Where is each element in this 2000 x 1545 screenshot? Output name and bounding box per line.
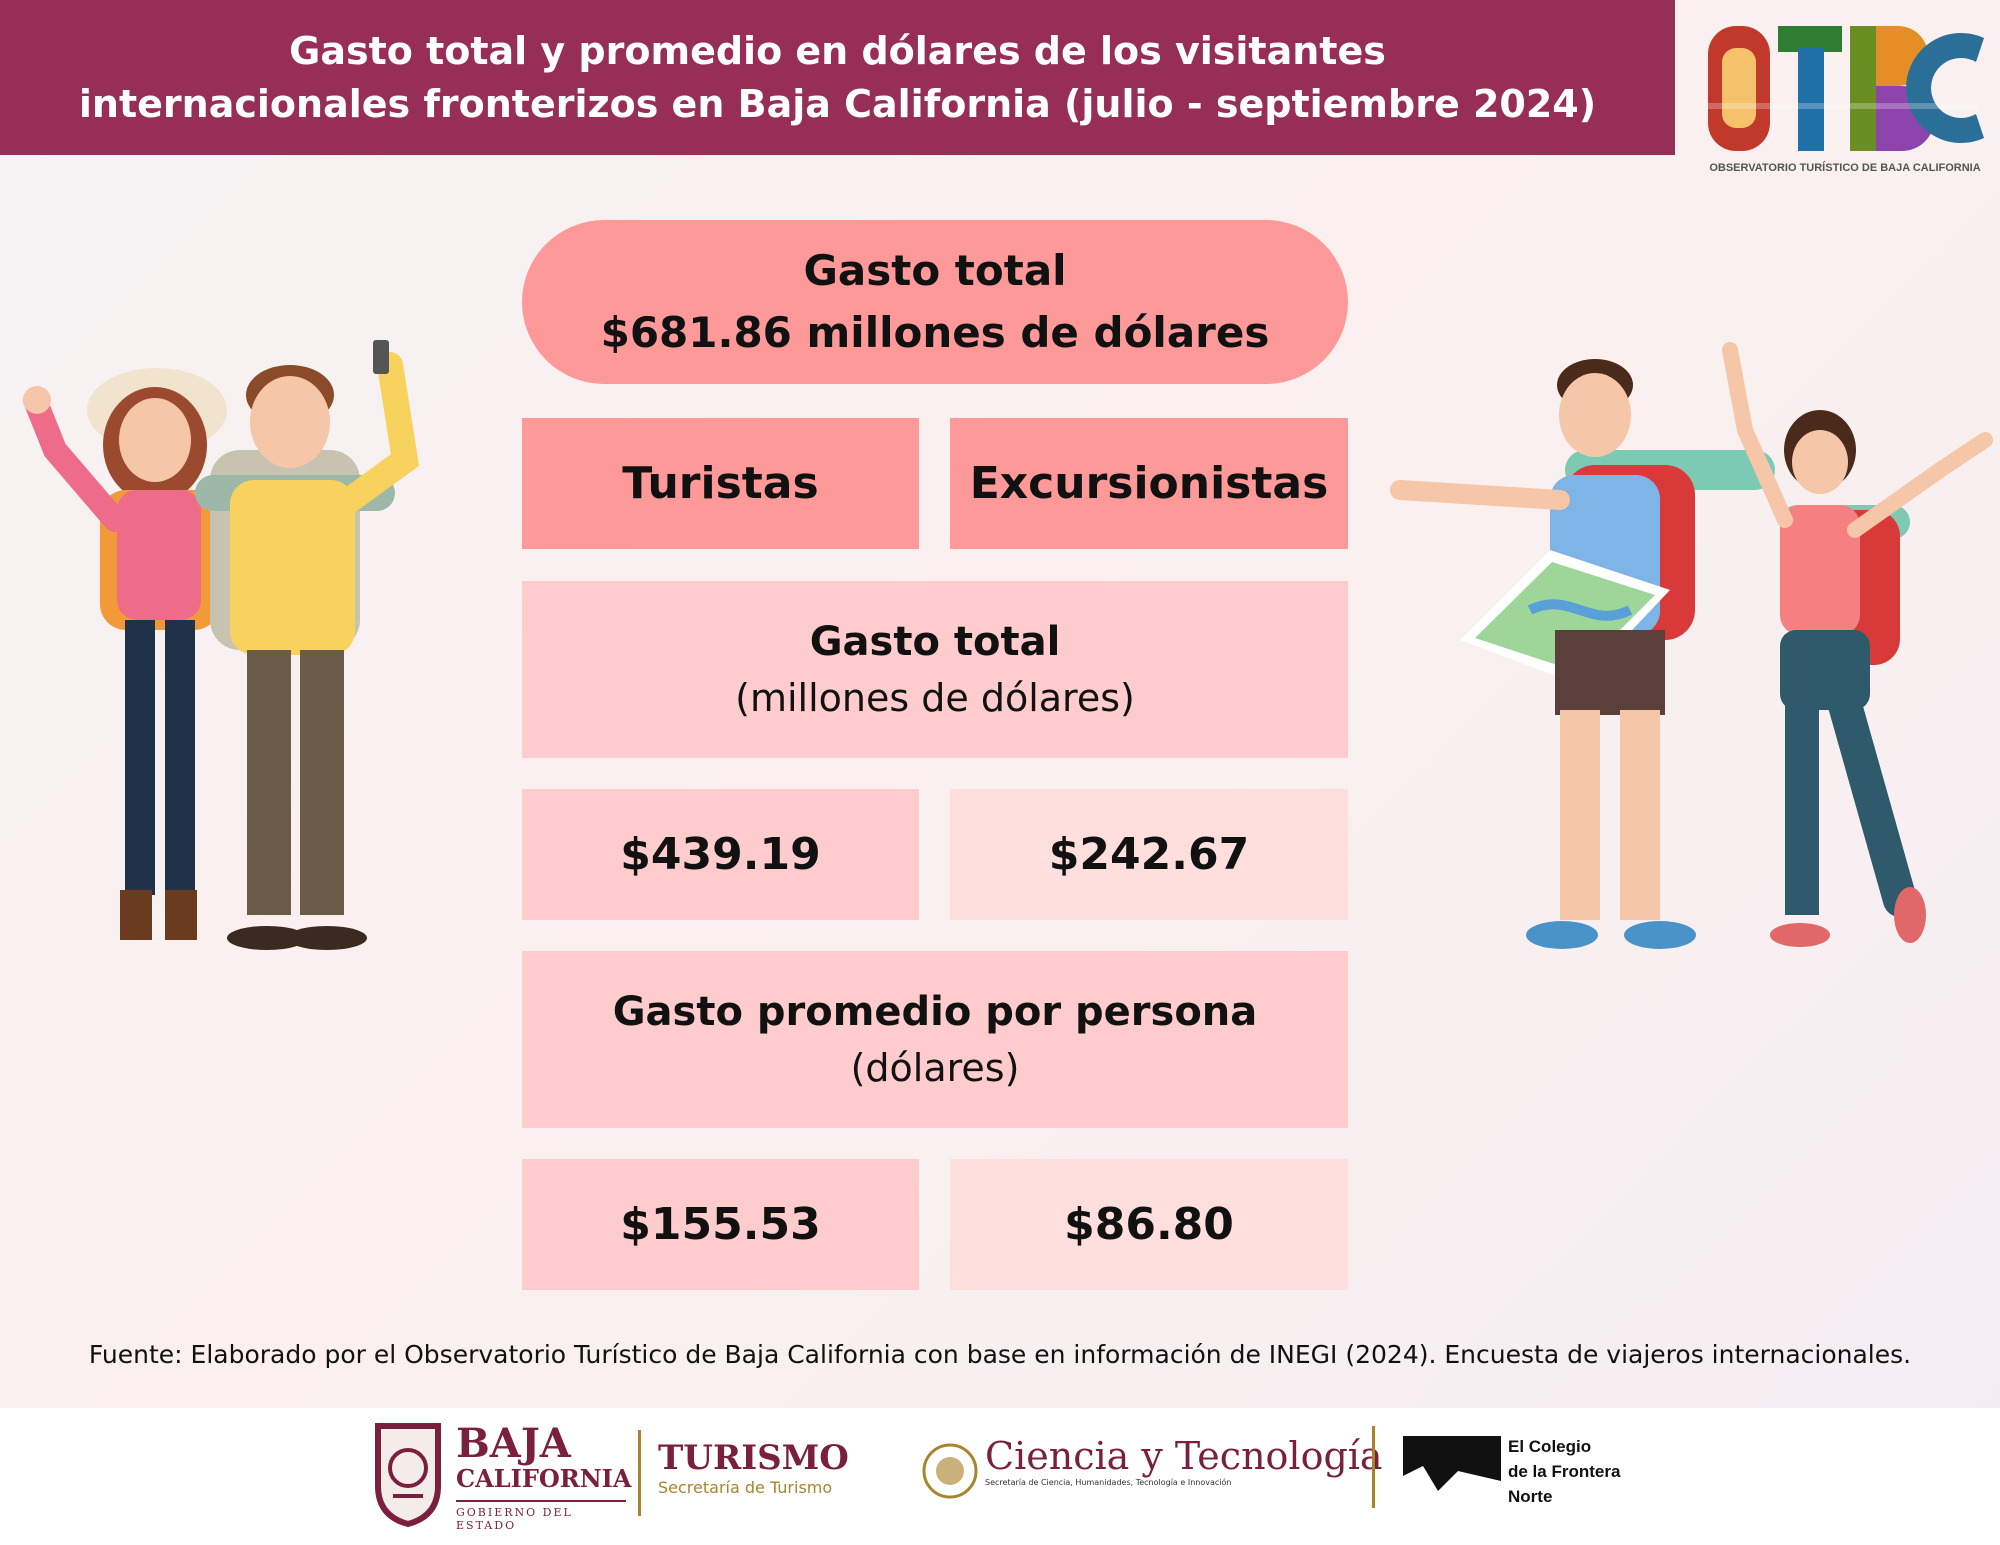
title-line-1: Gasto total y promedio en dólares de los… (289, 28, 1386, 73)
mexico-coat-of-arms-icon (922, 1443, 978, 1499)
turismo-subtitle: Secretaría de Turismo (658, 1478, 833, 1497)
baja-california-seal-icon (375, 1423, 441, 1528)
cyt-title: Ciencia y Tecnología (985, 1434, 1383, 1478)
excursionists-total-spending-value: $242.67 (950, 789, 1348, 920)
bc-name-line2: CALIFORNIA (456, 1464, 632, 1493)
source-note: Fuente: Elaborado por el Observatorio Tu… (88, 1340, 1912, 1369)
baja-california-logo: BAJA CALIFORNIA GOBIERNO DEL ESTADO (456, 1424, 636, 1532)
cyt-subtitle: Secretaría de Ciencia, Humanidades, Tecn… (985, 1478, 1232, 1487)
title-line-2: internacionales fronterizos en Baja Cali… (78, 81, 1597, 126)
bc-subtitle: GOBIERNO DEL ESTADO (456, 1500, 626, 1532)
colef-line3: Norte (1508, 1487, 1553, 1506)
average-spending-title: Gasto promedio por persona (612, 988, 1258, 1035)
ciencia-tecnologia-logo: Ciencia y Tecnología Secretaría de Cienc… (985, 1434, 1383, 1487)
colef-line2: de la Frontera (1508, 1462, 1621, 1481)
turismo-logo: TURISMO Secretaría de Turismo (658, 1438, 868, 1497)
average-spending-section-header: Gasto promedio por persona (dólares) (522, 951, 1348, 1128)
total-spending-summary: Gasto total $681.86 millones de dólares (522, 220, 1348, 384)
colef-line1: El Colegio (1508, 1437, 1592, 1456)
colef-logo-icon (1403, 1436, 1501, 1506)
otbc-wordmark-logo (1708, 26, 1984, 151)
header-banner: Gasto total y promedio en dólares de los… (0, 0, 1675, 155)
logo-divider (638, 1430, 641, 1516)
colef-logo-text: El Colegio de la Frontera Norte (1508, 1434, 1628, 1509)
tourists-average-spending-value: $155.53 (522, 1159, 919, 1290)
bc-name-line1: BAJA (456, 1420, 571, 1467)
summary-total-value: $681.86 millones de dólares (600, 308, 1270, 357)
average-spending-unit: (dólares) (850, 1045, 1020, 1090)
otbc-logo: OBSERVATORIO TURÍSTICO DE BAJA CALIFORNI… (1700, 8, 1990, 180)
summary-label: Gasto total (803, 246, 1067, 295)
travelers-with-map-illustration (1390, 342, 1993, 949)
excursionists-average-spending-value: $86.80 (950, 1159, 1348, 1290)
tourists-total-spending-value: $439.19 (522, 789, 919, 920)
total-spending-title: Gasto total (809, 618, 1061, 665)
category-excursionists: Excursionistas (950, 418, 1348, 549)
otbc-caption: OBSERVATORIO TURÍSTICO DE BAJA CALIFORNI… (1709, 162, 1981, 174)
turismo-title: TURISMO (658, 1438, 849, 1478)
couple-backpackers-illustration (23, 340, 420, 950)
logo-divider (1372, 1426, 1375, 1508)
total-spending-section-header: Gasto total (millones de dólares) (522, 581, 1348, 758)
category-tourists: Turistas (522, 418, 919, 549)
total-spending-unit: (millones de dólares) (735, 675, 1135, 720)
footer-logos: BAJA CALIFORNIA GOBIERNO DEL ESTADO TURI… (0, 1408, 2000, 1545)
